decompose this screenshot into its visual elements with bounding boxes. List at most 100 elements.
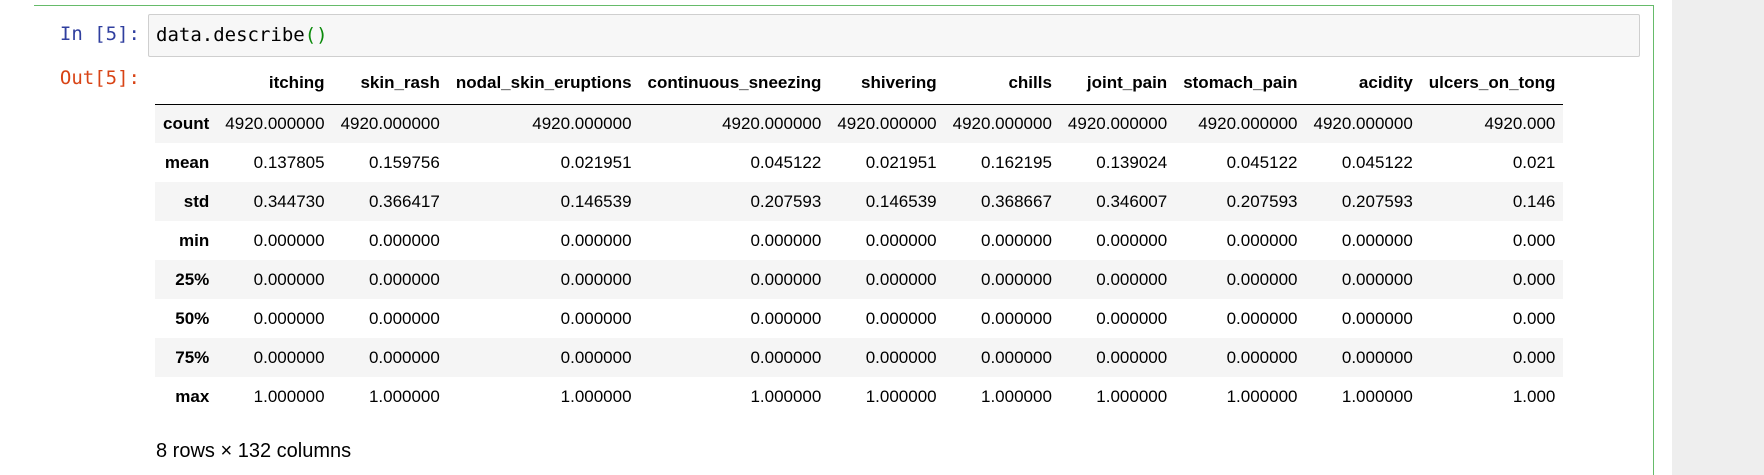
table-cell: 0.000000	[1341, 230, 1413, 250]
table-cell: 1.000000	[253, 386, 325, 406]
table-cell: 0.344730	[253, 191, 325, 211]
table-cell: 0.000000	[560, 230, 632, 250]
table-cell: 1.000000	[1096, 386, 1168, 406]
table-cell: 0.000000	[865, 308, 937, 328]
table-cell: 0.000000	[981, 347, 1052, 367]
table-cell: 0.000	[1512, 269, 1556, 289]
table-cell: 0.000000	[560, 347, 632, 367]
table-cell: 0.021951	[865, 152, 937, 172]
column-header: joint_pain	[1059, 62, 1176, 105]
table-cell: 0.207593	[1226, 191, 1298, 211]
table-cell: 0.000000	[1226, 230, 1298, 250]
row-label: 25%	[175, 269, 210, 289]
table-cell: 1.000000	[368, 386, 440, 406]
column-header: continuous_sneezing	[639, 62, 830, 105]
table-cell: 0.000000	[981, 308, 1052, 328]
right-gutter	[1672, 0, 1764, 475]
table-body: count 4920.000000 4920.000000 4920.000000 49…	[155, 104, 1564, 412]
code-text: data.describe()	[156, 24, 328, 46]
table-cell: 4920.000000	[1198, 113, 1298, 133]
row-label: min	[179, 230, 210, 250]
shape-summary: 8 rows × 132 columns	[156, 440, 352, 462]
table-cell: 0.021	[1512, 152, 1556, 172]
table-cell: 0.000000	[1341, 347, 1413, 367]
table-cell: 0.000000	[1226, 269, 1298, 289]
table-cell: 0.207593	[1341, 191, 1413, 211]
table-row: count 4920.000000 4920.000000 4920.000000 49…	[155, 104, 1564, 143]
table-cell: 0.366417	[368, 191, 440, 211]
table-cell: 0.000000	[1226, 308, 1298, 328]
code-editor[interactable]: data.describe()	[148, 14, 1640, 57]
table-cell: 0.000000	[981, 230, 1052, 250]
table-cell: 0.000000	[368, 230, 440, 250]
table-cell: 4920.000000	[225, 113, 325, 133]
table-cell: 0.045122	[1341, 152, 1413, 172]
table-cell: 0.146539	[560, 191, 632, 211]
table-cell: 0.368667	[981, 191, 1052, 211]
table-cell: 0.000000	[253, 269, 325, 289]
table-cell: 0.000000	[981, 269, 1052, 289]
table-cell: 1.000	[1512, 386, 1556, 406]
table-cell: 0.000000	[368, 269, 440, 289]
table-cell: 0.162195	[981, 152, 1052, 172]
table-cell: 4920.000	[1484, 113, 1556, 133]
table-cell: 0.000000	[865, 269, 937, 289]
notebook-area: In [5]: Out[5]: data.describe() itching s…	[34, 5, 1654, 475]
table-row: std 0.344730 0.366417 0.146539 0.207593 0.146…	[155, 182, 1564, 221]
table-cell: 0.045122	[750, 152, 822, 172]
row-label: 50%	[175, 308, 210, 328]
table-cell: 0.000000	[750, 230, 822, 250]
table-cell: 0.021951	[560, 152, 632, 172]
column-header: acidity	[1305, 62, 1421, 105]
table-cell: 0.000000	[253, 347, 325, 367]
table-cell: 0.137805	[253, 152, 325, 172]
table-cell: 0.000000	[368, 308, 440, 328]
table-cell: 0.000000	[750, 308, 822, 328]
column-header: skin_rash	[332, 62, 448, 105]
table-cell: 4920.000000	[1313, 113, 1413, 133]
table-cell: 0.000000	[1096, 230, 1168, 250]
table-cell: 4920.000000	[952, 113, 1052, 133]
code-call: data.describe	[156, 24, 305, 46]
column-header: shivering	[829, 62, 945, 105]
column-header: stomach_pain	[1175, 62, 1306, 105]
table-cell: 0.207593	[750, 191, 822, 211]
table-cell: 0.139024	[1096, 152, 1168, 172]
output-area: itching skin_rash nodal_skin_eruptions cont…	[155, 62, 1642, 412]
table-cell: 0.346007	[1096, 191, 1168, 211]
table-cell: 0.000	[1512, 308, 1556, 328]
table-cell: 0.000000	[560, 308, 632, 328]
table-cell: 0.000000	[750, 347, 822, 367]
table-cell: 0.000000	[865, 347, 937, 367]
table-cell: 0.000	[1512, 347, 1556, 367]
row-label: mean	[164, 152, 210, 172]
index-header	[155, 62, 218, 105]
column-header: chills	[944, 62, 1060, 105]
table-cell: 0.000	[1512, 230, 1556, 250]
table-cell: 1.000000	[750, 386, 822, 406]
table-cell: 0.146539	[865, 191, 937, 211]
table-cell: 0.000000	[1096, 347, 1168, 367]
table-cell: 1.000000	[981, 386, 1052, 406]
row-label: max	[175, 386, 210, 406]
table-cell: 0.000000	[1096, 308, 1168, 328]
table-cell: 1.000000	[1226, 386, 1298, 406]
table-row: max 1.000000 1.000000 1.000000 1.000000 1.000…	[155, 377, 1564, 412]
table-cell: 4920.000000	[722, 113, 822, 133]
output-prompt: Out[5]:	[59, 67, 140, 89]
table-cell: 0.000000	[1226, 347, 1298, 367]
code-parens: ()	[304, 24, 328, 46]
code-cell[interactable]	[34, 5, 1654, 475]
describe-table: itching skin_rash nodal_skin_eruptions cont…	[155, 62, 1564, 412]
table-row: min 0.000000 0.000000 0.000000 0.000000 0.000…	[155, 221, 1564, 260]
table-row: 50% 0.000000 0.000000 0.000000 0.000000 0.000…	[155, 299, 1564, 338]
row-label: std	[183, 191, 210, 211]
table-cell: 0.000000	[1341, 269, 1413, 289]
column-header: ulcers_on_tong	[1420, 62, 1564, 105]
table-cell: 0.000000	[253, 230, 325, 250]
table-cell: 0.159756	[368, 152, 440, 172]
table-cell: 0.000000	[368, 347, 440, 367]
row-label: 75%	[175, 347, 210, 367]
input-prompt: In [5]:	[59, 23, 140, 45]
table-row: mean 0.137805 0.159756 0.021951 0.045122 0.02…	[155, 143, 1564, 182]
